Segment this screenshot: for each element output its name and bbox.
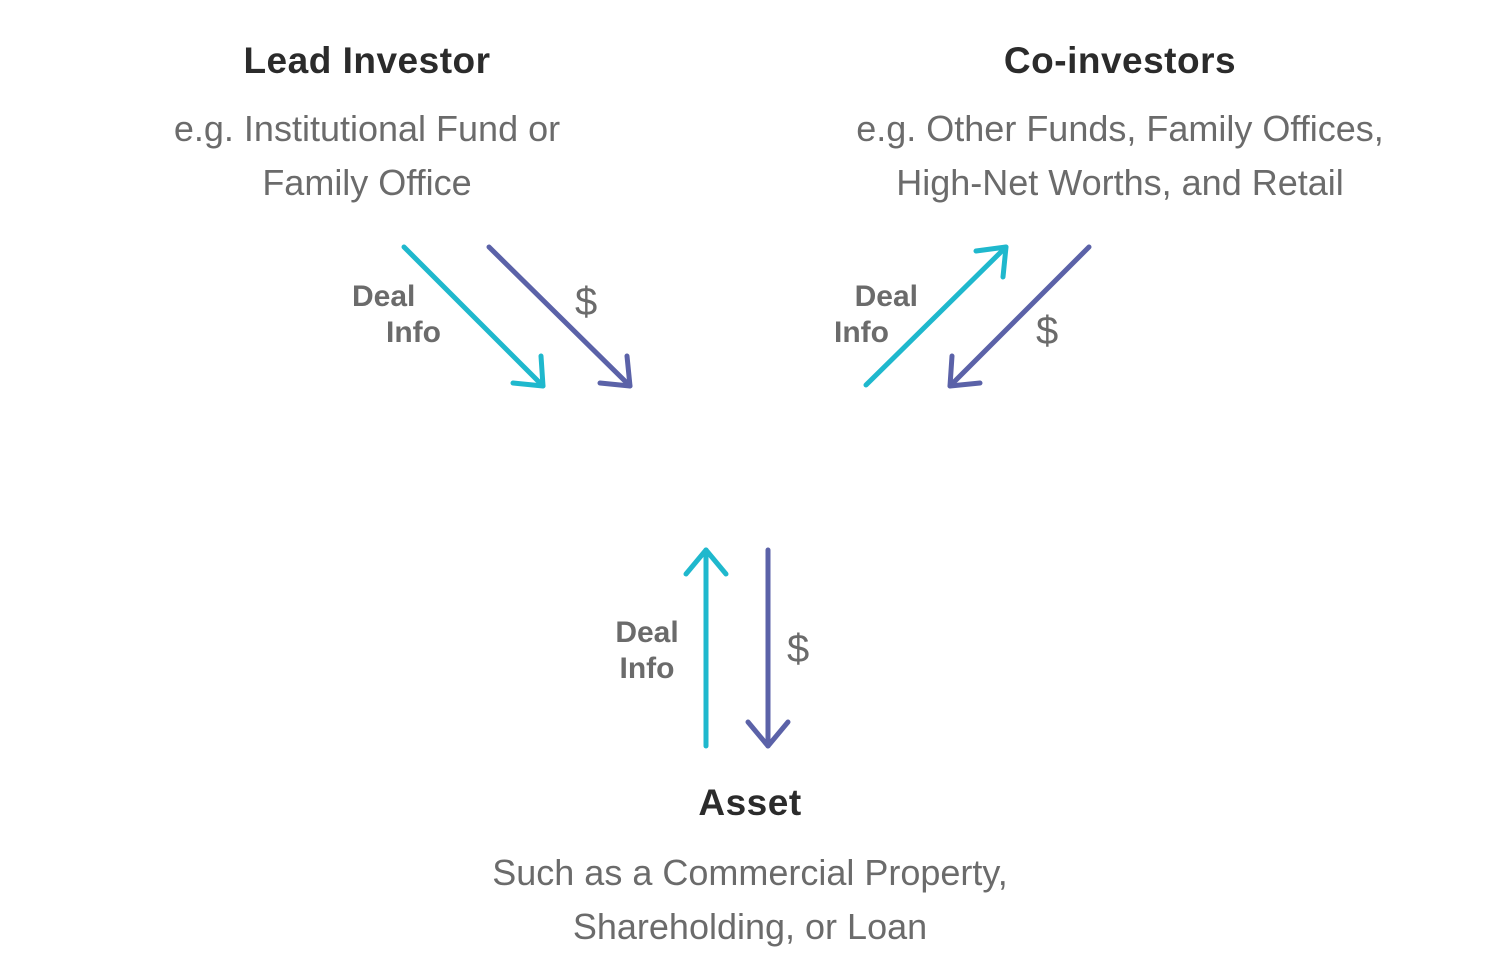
asset-subtitle: Such as a Commercial Property, Sharehold… xyxy=(492,852,1008,947)
asset-deal-info-arrow xyxy=(683,547,729,749)
coinv-deal-info-arrow xyxy=(863,244,1009,388)
lead-deal-info-arrow xyxy=(401,244,546,389)
asset-node: Asset Such as a Commercial Property, Sha… xyxy=(400,780,1100,954)
lead-money-label: $ xyxy=(575,280,598,324)
asset-deal-info-label: Deal Info xyxy=(615,616,679,685)
co-investors-title: Co-investors xyxy=(1003,40,1237,81)
lead-investor-subtitle: e.g. Institutional Fund or Family Office xyxy=(173,108,561,203)
lead-deal-info-label: Deal Info xyxy=(352,280,441,349)
lead-investor-node: Lead Investor e.g. Institutional Fund or… xyxy=(117,38,617,210)
asset-title: Asset xyxy=(698,782,802,823)
coinv-money-arrow xyxy=(947,244,1092,389)
lead-money-arrow xyxy=(486,244,633,389)
asset-money-label: $ xyxy=(787,627,810,671)
co-investors-subtitle: e.g. Other Funds, Family Offices, High-N… xyxy=(856,108,1384,203)
co-investors-node: Co-investors e.g. Other Funds, Family Of… xyxy=(810,38,1430,210)
coinv-money-label: $ xyxy=(1036,309,1059,353)
asset-money-arrow xyxy=(745,547,791,749)
lead-investor-title: Lead Investor xyxy=(243,40,491,81)
coinv-deal-info-label: Deal Info xyxy=(834,280,918,349)
